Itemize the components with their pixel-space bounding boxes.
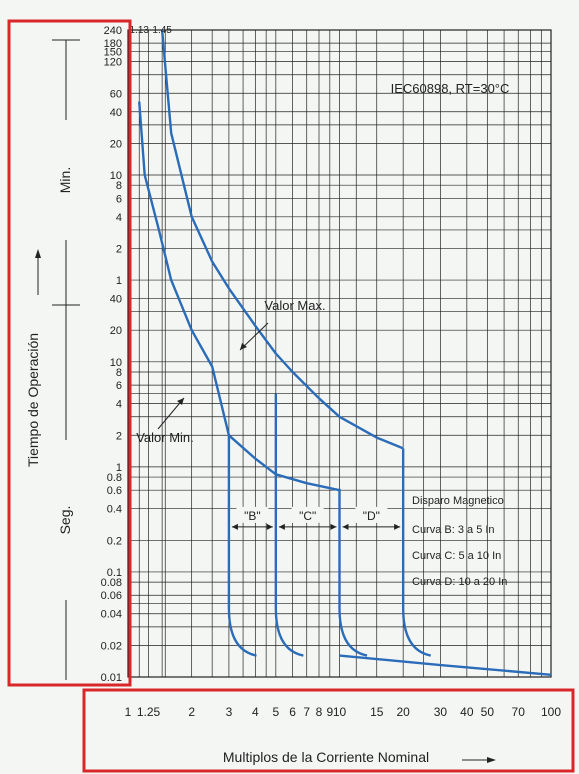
y-tick-label-minutes: 2: [116, 243, 122, 255]
y-tick-label-seconds: 6: [116, 380, 122, 392]
y-tick-label-seconds: 20: [110, 325, 122, 337]
arrow-valor-min: [157, 397, 185, 430]
y-tick-label-seconds: 0.8: [107, 472, 122, 484]
highlight-x-axis-box: [82, 688, 575, 773]
drop-c-min: [338, 488, 368, 657]
y-tick-label-minutes: 20: [110, 138, 122, 150]
top-tick-label: 1.45: [152, 25, 172, 36]
drop-c-max: [274, 393, 304, 657]
drop-b-min: [227, 435, 257, 657]
legend-title: Disparo Magnetico: [412, 495, 504, 507]
x-tick-label: 20: [396, 705, 410, 719]
legend-item-d: Curva D: 10 a 20 In: [412, 576, 507, 588]
x-tick-label: 6: [289, 705, 296, 719]
arrowhead-valor-max: [240, 343, 247, 350]
y-tick-label-seconds: 0.2: [107, 535, 122, 547]
x-tick-label: 8: [316, 705, 323, 719]
zone-arrow-right: [330, 523, 337, 530]
x-axis-arrow: [462, 757, 496, 763]
y-bracket-decor: [52, 39, 80, 680]
y-tick-label-minutes: 120: [104, 57, 122, 69]
y-tick-label-seconds: 0.4: [107, 504, 122, 516]
drop-d-max: [401, 451, 432, 657]
y-axis-label: Tiempo de Operación: [25, 333, 41, 467]
y-tick-label-seconds: 1: [116, 462, 122, 474]
zone-arrow-left: [278, 523, 285, 530]
zone-arrow-left: [342, 523, 349, 530]
highlight-y-axis-box: [7, 19, 132, 687]
zone-arrow-left: [231, 523, 238, 530]
y-tick-label-minutes: 40: [110, 107, 122, 119]
x-tick-label: 9: [326, 705, 333, 719]
y-tick-label-seconds: 2: [116, 430, 122, 442]
x-tick-label: 30: [434, 705, 448, 719]
y-tick-label-seconds: 40: [110, 294, 122, 306]
x-tick-label: 15: [370, 705, 384, 719]
y-unit-seconds: Seg.: [57, 506, 73, 535]
y-tick-label-seconds: 0.01: [101, 672, 122, 684]
zone-label: "D": [363, 509, 380, 523]
curves: [138, 29, 552, 676]
zone-label-bg: [291, 506, 324, 523]
y-tick-label-minutes: 1: [116, 275, 122, 287]
x-axis-label: Multiplos de la Corriente Nominal: [223, 749, 429, 765]
y-tick-label-minutes: 8: [116, 180, 122, 192]
zone-arrow-right: [266, 523, 273, 530]
y-tick-label-minutes: 150: [104, 46, 122, 58]
x-tick-label: 10: [333, 705, 347, 719]
y-tick-label-minutes: 4: [116, 212, 122, 224]
y-tick-label-minutes: 10: [110, 170, 122, 182]
legend-item-b: Curva B: 3 a 5 In: [412, 524, 495, 536]
x-tick-label: 40: [460, 705, 474, 719]
y-tick-label-seconds: 0.04: [101, 609, 122, 621]
grid: [127, 29, 552, 678]
y-tick-label-minutes: 60: [110, 88, 122, 100]
x-tick-label: 5: [272, 705, 279, 719]
y-tick-label-seconds: 10: [110, 357, 122, 369]
y-tick-label-minutes: 6: [116, 193, 122, 205]
x-tick-label: 3: [226, 705, 233, 719]
arrowhead-valor-min: [177, 398, 184, 405]
annotation-valor-min: Valor Min.: [136, 430, 194, 445]
y-tick-label-seconds: 0.06: [101, 590, 122, 602]
zone-label-bg: [355, 506, 388, 523]
legend-item-c: Curva C: 5 a 10 In: [412, 550, 501, 562]
instantaneous-tail: [339, 654, 552, 676]
zone-arrow-right: [394, 523, 401, 530]
x-tick-label: 7: [303, 705, 310, 719]
x-tick-label: 70: [512, 705, 526, 719]
series-valor-min: [138, 101, 340, 492]
zone-label-bg: [236, 506, 269, 523]
x-tick-label: 1.25: [137, 705, 161, 719]
y-tick-label-seconds: 8: [116, 367, 122, 379]
annotation-valor-max: Valor Max.: [264, 298, 325, 313]
y-tick-label-seconds: 0.02: [101, 640, 122, 652]
x-tick-label: 2: [188, 705, 195, 719]
x-tick-label: 100: [541, 705, 561, 719]
x-tick-label: 4: [252, 705, 259, 719]
legend-box: Disparo Magnetico Curva B: 3 a 5 In Curv…: [412, 495, 507, 588]
series-valor-max: [160, 29, 404, 450]
zone-label: "C": [299, 509, 316, 523]
y-tick-label-seconds: 0.08: [101, 577, 122, 589]
standard-note: IEC60898, RT=30°C: [391, 81, 510, 96]
x-tick-label: 50: [481, 705, 495, 719]
y-tick-label-seconds: 0.6: [107, 485, 122, 497]
y-axis-arrow: [35, 249, 41, 295]
x-tick-label: 1: [125, 705, 132, 719]
top-tick-label: 1.13: [129, 25, 149, 36]
y-tick-label-minutes: 240: [104, 25, 122, 37]
y-tick-label-minutes: 180: [104, 38, 122, 50]
y-unit-minutes: Min.: [57, 167, 73, 193]
zone-label: "B": [244, 509, 261, 523]
y-tick-label-seconds: 4: [116, 399, 122, 411]
y-tick-label-seconds: 0.1: [107, 567, 122, 579]
